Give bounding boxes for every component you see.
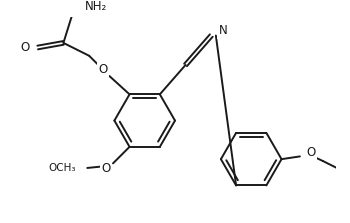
Text: NH₂: NH₂	[85, 0, 107, 13]
Text: O: O	[20, 41, 29, 54]
Text: N: N	[219, 25, 228, 37]
Text: O: O	[101, 162, 110, 175]
Text: O: O	[98, 63, 107, 76]
Text: O: O	[306, 146, 316, 159]
Text: OCH₃: OCH₃	[49, 163, 76, 173]
